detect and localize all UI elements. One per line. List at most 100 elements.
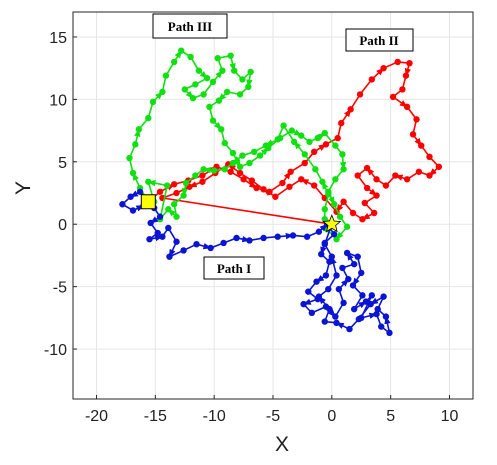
data-point — [406, 59, 413, 67]
data-point — [394, 58, 401, 66]
data-point — [332, 142, 339, 149]
data-point — [321, 318, 328, 325]
data-point — [336, 213, 344, 220]
data-point — [321, 129, 328, 137]
data-point — [266, 188, 273, 195]
data-point — [318, 250, 325, 258]
data-point — [330, 231, 338, 238]
y-tick-label: 10 — [49, 92, 67, 109]
data-point — [319, 178, 326, 185]
series-path-iii — [126, 47, 351, 243]
x-tick-label: -5 — [266, 408, 280, 425]
data-point — [200, 91, 207, 98]
data-point — [135, 126, 143, 133]
data-point — [272, 193, 279, 200]
data-point — [354, 172, 361, 179]
data-point — [368, 292, 376, 299]
x-tick-label: -10 — [203, 408, 226, 425]
data-point — [403, 176, 411, 183]
data-point — [325, 191, 332, 198]
data-point — [145, 114, 152, 122]
data-point — [247, 68, 254, 76]
data-point — [192, 172, 199, 179]
x-axis-label: X — [275, 433, 289, 456]
data-point — [287, 168, 294, 175]
data-point — [126, 154, 133, 162]
data-point — [382, 313, 390, 320]
data-point — [305, 288, 312, 295]
data-point — [227, 168, 234, 175]
y-tick-label: 0 — [58, 217, 67, 234]
data-point — [322, 272, 330, 279]
data-point — [333, 236, 340, 243]
data-point — [373, 310, 380, 318]
data-point — [358, 269, 365, 277]
data-point — [221, 166, 228, 173]
data-point — [409, 131, 417, 138]
data-point — [330, 201, 338, 208]
data-point — [147, 219, 154, 227]
data-point — [413, 116, 420, 123]
data-point — [173, 189, 180, 197]
data-point — [236, 91, 244, 98]
data-point — [343, 249, 351, 257]
data-point — [298, 132, 305, 139]
y-axis-label: Y — [12, 181, 35, 195]
data-point — [173, 238, 180, 245]
y-tick-label: -10 — [44, 342, 67, 359]
data-point — [308, 309, 316, 317]
data-point — [418, 142, 425, 149]
data-point — [321, 206, 328, 213]
data-point — [349, 282, 357, 289]
data-point — [312, 166, 319, 173]
data-point — [298, 176, 305, 183]
data-point — [322, 141, 330, 148]
data-point — [192, 81, 199, 88]
y-tick-label: 5 — [58, 155, 67, 172]
data-point — [340, 299, 347, 307]
data-point — [362, 298, 370, 305]
data-point — [210, 167, 218, 174]
annotation-path-i: Path I — [203, 256, 265, 280]
data-point — [170, 58, 178, 66]
data-point — [374, 305, 381, 313]
y-tick-label: -5 — [53, 280, 67, 297]
data-point — [170, 181, 178, 188]
x-tick-label: 0 — [327, 408, 336, 425]
data-point — [350, 260, 358, 268]
data-point — [248, 177, 256, 184]
data-point — [220, 239, 227, 247]
data-point — [182, 179, 190, 187]
data-point — [199, 178, 206, 185]
data-point — [206, 103, 213, 111]
data-point — [262, 142, 270, 149]
data-point — [339, 151, 346, 158]
x-tick-label: -15 — [144, 408, 167, 425]
data-point — [340, 198, 347, 205]
data-point — [332, 313, 339, 320]
data-point — [260, 234, 267, 242]
data-point — [165, 206, 172, 213]
data-point — [382, 182, 390, 189]
data-point — [227, 52, 234, 59]
data-point — [333, 319, 340, 327]
data-point — [239, 152, 246, 159]
data-point — [173, 213, 180, 220]
start-marker — [140, 194, 156, 210]
data-point — [290, 138, 298, 146]
data-point — [326, 258, 333, 265]
data-point — [195, 67, 203, 74]
data-point — [363, 184, 371, 192]
annotation-path-ii-label: Path II — [359, 33, 398, 48]
data-point — [335, 285, 343, 293]
data-point — [159, 233, 166, 240]
data-point — [339, 264, 346, 272]
data-point — [301, 151, 308, 158]
data-point — [386, 329, 393, 337]
data-point — [159, 88, 166, 96]
data-point — [415, 168, 423, 175]
data-point — [149, 98, 157, 106]
data-point — [260, 186, 267, 193]
series-path-ii — [145, 58, 443, 228]
